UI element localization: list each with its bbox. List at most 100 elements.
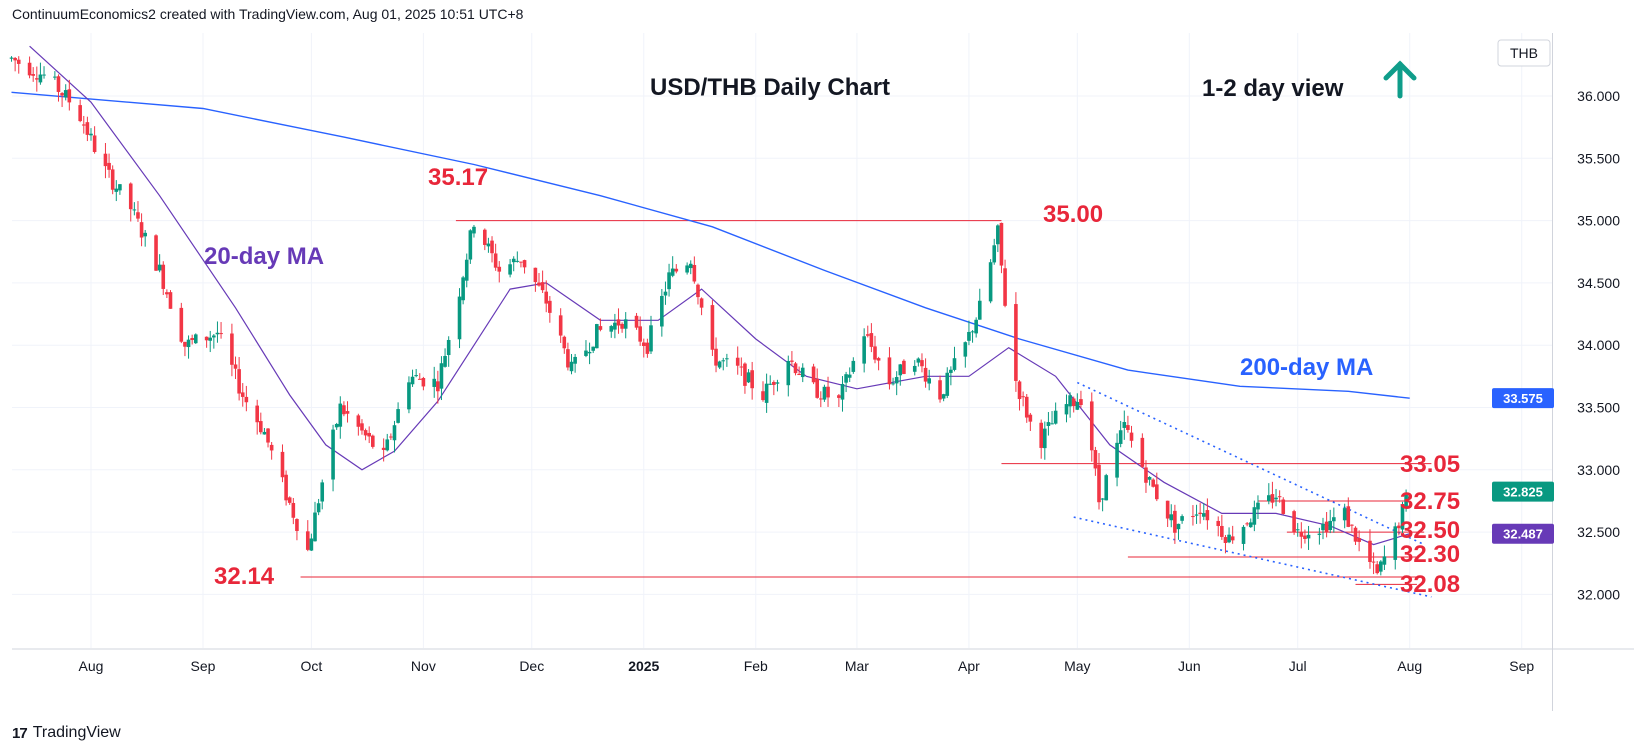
candle-down: [240, 383, 245, 407]
candle-body: [16, 59, 21, 64]
candle-up: [464, 253, 469, 288]
candle-body: [331, 429, 335, 480]
candle-up: [193, 333, 198, 345]
candle-body: [1295, 529, 1300, 531]
candle-up: [786, 355, 791, 397]
candle-body: [436, 381, 440, 392]
candle-body: [645, 342, 650, 354]
chart-labels: USD/THB Daily Chart 1-2 day view 20-day MA…: [204, 39, 1554, 598]
time-tick-label: Oct: [300, 658, 322, 674]
candle-up: [1248, 518, 1253, 528]
candle-body: [493, 253, 498, 268]
candle-up: [916, 357, 921, 367]
up-arrow-head: [1383, 60, 1417, 81]
candle-body: [497, 266, 502, 272]
level-label-33.05: 33.05: [1400, 451, 1460, 478]
candle-down: [887, 347, 892, 390]
candle-body: [85, 122, 90, 135]
price-tick-label: 33.500: [1577, 400, 1620, 416]
candle-down: [923, 358, 928, 388]
candle-body: [154, 235, 158, 271]
candle-up: [446, 336, 451, 367]
candle-body: [439, 363, 444, 389]
candle-body: [1353, 527, 1358, 542]
candle-up: [1176, 523, 1181, 540]
candle-body: [840, 383, 845, 400]
candle-body: [392, 425, 397, 441]
candle-up: [1064, 394, 1069, 423]
candle-down: [826, 376, 830, 407]
candle-up: [970, 330, 975, 343]
candle-body: [746, 372, 751, 383]
candle-body: [1216, 520, 1221, 526]
candle-body: [623, 319, 628, 329]
candle-body: [1129, 432, 1134, 441]
candle-body: [1169, 514, 1174, 521]
candle-body: [1126, 425, 1130, 430]
candle-body: [511, 258, 516, 263]
ma20-label: 20-day MA: [204, 243, 324, 270]
candle-body: [876, 358, 881, 361]
chart-attribution: ContinuumEconomics2 created with Trading…: [12, 6, 524, 22]
candle-down: [179, 302, 184, 344]
candle-body: [287, 497, 292, 503]
candle-body: [768, 383, 773, 385]
candle-up: [1332, 507, 1336, 533]
candle-body: [945, 372, 950, 396]
candle-up: [1379, 560, 1383, 576]
candle-up: [685, 262, 689, 275]
candle-down: [497, 261, 502, 283]
candle-up: [927, 369, 931, 391]
usd-thb-daily-chart[interactable]: 36.000 35.500 35.000 34.500 34.000 33.500 33.0…: [0, 0, 1634, 720]
candle-up: [1321, 517, 1325, 540]
time-tick-label: Jun: [1178, 658, 1201, 674]
candle-up: [800, 363, 805, 383]
candle-body: [78, 105, 82, 122]
candle-up: [89, 128, 93, 141]
candle-body: [1050, 423, 1054, 425]
candle-body: [1357, 538, 1361, 542]
candle-body: [952, 358, 957, 370]
candle-body: [1303, 535, 1307, 539]
candle-body: [1180, 516, 1184, 521]
candle-body: [1043, 428, 1047, 449]
candle-body: [1151, 479, 1155, 487]
candle-up: [511, 256, 516, 272]
candle-up: [623, 312, 628, 339]
candle-down: [735, 346, 740, 375]
time-tick-label: Aug: [79, 658, 104, 674]
candle-body: [862, 336, 866, 364]
candle-body: [157, 264, 162, 271]
candle-up: [53, 71, 57, 80]
candle-body: [280, 451, 285, 478]
candle-body: [1230, 536, 1235, 541]
candle-up: [1115, 433, 1119, 487]
time-tick-label: Sep: [191, 658, 216, 674]
candle-down: [743, 362, 747, 394]
candle-body: [699, 298, 704, 308]
candle-down: [1155, 472, 1159, 502]
candle-down: [107, 153, 111, 178]
candle-body: [472, 226, 476, 234]
candle-down: [876, 356, 881, 371]
candle-body: [410, 376, 415, 385]
candle-body: [103, 153, 108, 167]
candle-up: [952, 346, 957, 372]
candle-down: [1281, 497, 1286, 515]
candle-up: [746, 369, 751, 384]
candle-down: [1017, 380, 1022, 411]
candle-up: [1342, 503, 1347, 529]
trendlines: [1073, 381, 1432, 598]
candle-body: [649, 325, 653, 352]
candle-body: [110, 169, 115, 190]
candle-down: [1230, 525, 1235, 544]
candle-down: [1071, 396, 1076, 413]
candle-body: [1397, 525, 1401, 529]
candle-up: [9, 56, 14, 62]
candle-up: [822, 384, 827, 402]
candle-body: [179, 307, 184, 342]
time-tick-label: Sep: [1509, 658, 1534, 674]
candle-body: [641, 342, 646, 347]
candle-body: [464, 259, 469, 281]
candle-body: [1194, 514, 1199, 516]
